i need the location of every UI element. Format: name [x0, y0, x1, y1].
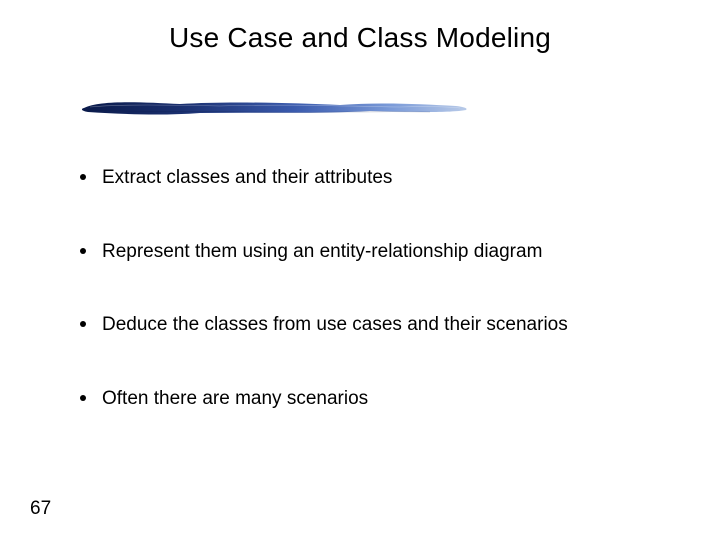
bullet-text: Extract classes and their attributes	[102, 165, 392, 191]
bullet-dot-icon	[80, 321, 86, 327]
bullet-text: Represent them using an entity-relations…	[102, 239, 542, 265]
bullet-text: Deduce the classes from use cases and th…	[102, 312, 568, 338]
slide: Use Case and Class Modeling Extract clas…	[0, 0, 720, 540]
bullet-text: Often there are many scenarios	[102, 386, 368, 412]
slide-title: Use Case and Class Modeling	[0, 0, 720, 54]
page-number: 67	[30, 498, 51, 520]
bullet-list: Extract classes and their attributes Rep…	[80, 165, 680, 460]
bullet-item: Extract classes and their attributes	[80, 165, 680, 191]
bullet-item: Deduce the classes from use cases and th…	[80, 312, 680, 338]
bullet-dot-icon	[80, 174, 86, 180]
bullet-dot-icon	[80, 248, 86, 254]
bullet-item: Often there are many scenarios	[80, 386, 680, 412]
bullet-dot-icon	[80, 395, 86, 401]
bullet-item: Represent them using an entity-relations…	[80, 239, 680, 265]
brush-stroke-decoration	[80, 98, 470, 118]
